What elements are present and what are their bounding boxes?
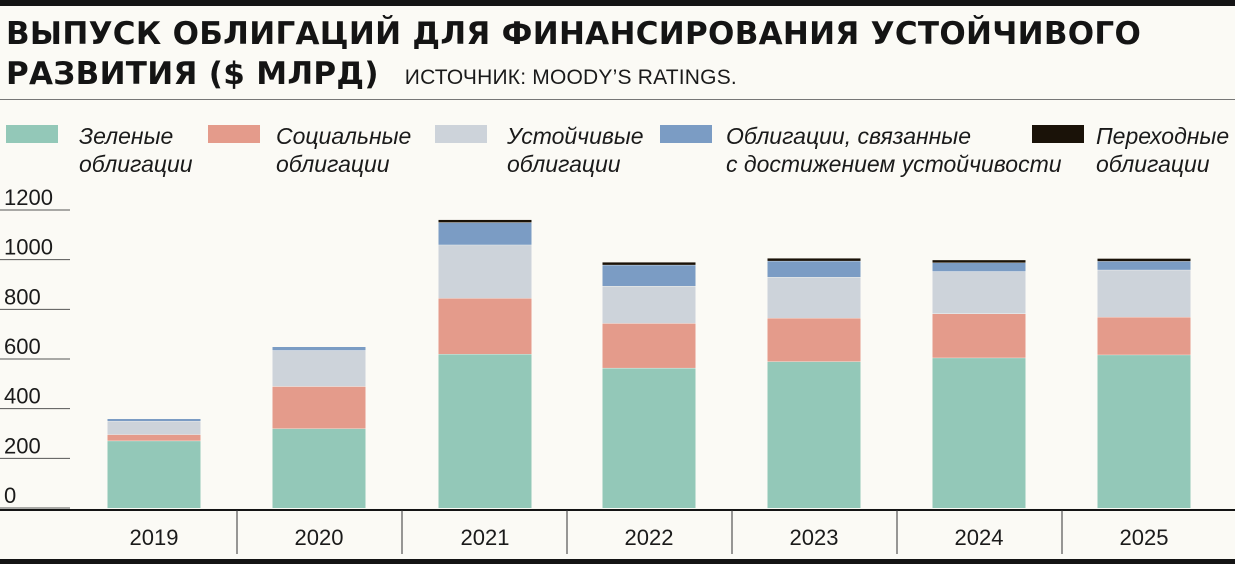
x-tick-label-2019: 2019 xyxy=(130,525,179,550)
bar-2024-series-4 xyxy=(932,260,1026,263)
bar-2020-series-0 xyxy=(272,428,366,508)
y-tick-label-600: 600 xyxy=(4,334,41,359)
legend-label-social: Социальные облигации xyxy=(276,123,412,177)
bar-2020-series-2 xyxy=(272,350,366,387)
chart-title-line-1: ВЫПУСК ОБЛИГАЦИЙ ДЛЯ ФИНАНСИРОВАНИЯ УСТО… xyxy=(6,16,1142,52)
y-tick-label-800: 800 xyxy=(4,284,41,309)
x-axis: 2019 2020 2021 2022 2023 2024 2025 xyxy=(0,509,1235,554)
bar-2019-series-1 xyxy=(107,434,201,441)
legend-label-green: Зеленые облигации xyxy=(79,123,193,177)
x-tick-label-2022: 2022 xyxy=(625,525,674,550)
y-tick-label-200: 200 xyxy=(4,433,41,458)
bar-2023-series-3 xyxy=(767,260,861,278)
bar-2025-series-0 xyxy=(1097,354,1191,508)
bar-2021-series-2 xyxy=(438,244,532,299)
chart-header: ВЫПУСК ОБЛИГАЦИЙ ДЛЯ ФИНАНСИРОВАНИЯ УСТО… xyxy=(6,14,1226,98)
header-divider xyxy=(0,99,1235,100)
bar-2020-series-1 xyxy=(272,386,366,429)
legend: Зеленые облигации Социальные облигации У… xyxy=(0,122,1235,182)
bar-2022-series-0 xyxy=(602,367,696,508)
bar-2024-series-1 xyxy=(932,313,1026,358)
y-tick-label-0: 0 xyxy=(4,483,16,508)
legend-label-transition: Переходные облигации xyxy=(1096,123,1230,177)
legend-label-sustainable: Устойчивые облигации xyxy=(507,123,644,177)
bar-2021-series-3 xyxy=(438,222,532,245)
legend-swatch-green xyxy=(6,125,58,143)
x-tick-label-2020: 2020 xyxy=(295,525,344,550)
bar-2025-series-3 xyxy=(1097,261,1191,270)
bar-2023-series-1 xyxy=(767,318,861,362)
source-note: ИСТОЧНИК: MOODY’S RATINGS. xyxy=(404,66,737,89)
bar-2022-series-4 xyxy=(602,262,696,265)
legend-label-sustainability-linked: Облигации, связанные с достижением устой… xyxy=(726,123,1062,177)
bar-2025-series-2 xyxy=(1097,269,1191,318)
legend-swatch-social xyxy=(208,125,260,143)
x-tick-label-2021: 2021 xyxy=(461,525,510,550)
top-rule xyxy=(0,0,1235,6)
y-tick-label-1200: 1200 xyxy=(4,185,53,210)
bottom-rule xyxy=(0,559,1235,564)
y-gridlines: 0 200 400 600 800 1000 1200 xyxy=(0,185,70,509)
bar-2022-series-2 xyxy=(602,285,696,324)
bar-2021-series-1 xyxy=(438,298,532,355)
y-tick-label-1000: 1000 xyxy=(4,235,53,260)
y-tick-label-400: 400 xyxy=(4,384,41,409)
x-tick-label-2023: 2023 xyxy=(790,525,839,550)
bar-2023-series-4 xyxy=(767,258,861,261)
bar-2025-series-1 xyxy=(1097,317,1191,355)
legend-swatch-sustainability-linked xyxy=(660,125,712,143)
bar-2023-series-0 xyxy=(767,361,861,508)
bar-2024-series-2 xyxy=(932,271,1026,314)
bar-2023-series-2 xyxy=(767,277,861,319)
bar-2019-series-2 xyxy=(107,421,201,435)
bar-2021-series-4 xyxy=(438,219,532,223)
x-tick-label-2024: 2024 xyxy=(955,525,1004,550)
bar-2021-series-0 xyxy=(438,354,532,508)
legend-swatch-sustainable xyxy=(435,125,487,143)
bar-2024-series-3 xyxy=(932,262,1026,272)
bar-2025-series-4 xyxy=(1097,258,1191,262)
legend-swatch-transition xyxy=(1032,125,1084,143)
chart-title-line-2: РАЗВИТИЯ ($ МЛРД) ИСТОЧНИК: MOODY’S RATIN… xyxy=(6,54,1226,98)
bar-2024-series-0 xyxy=(932,357,1026,508)
chart-title-unit: РАЗВИТИЯ ($ МЛРД) xyxy=(6,56,379,92)
x-tick-label-2025: 2025 xyxy=(1120,525,1169,550)
bar-2022-series-3 xyxy=(602,264,696,286)
bar-2022-series-1 xyxy=(602,323,696,368)
bar-stacks xyxy=(107,219,1191,508)
bar-2019-series-0 xyxy=(107,440,201,508)
bar-2020-series-3 xyxy=(272,346,366,351)
bar-2019-series-3 xyxy=(107,418,201,422)
